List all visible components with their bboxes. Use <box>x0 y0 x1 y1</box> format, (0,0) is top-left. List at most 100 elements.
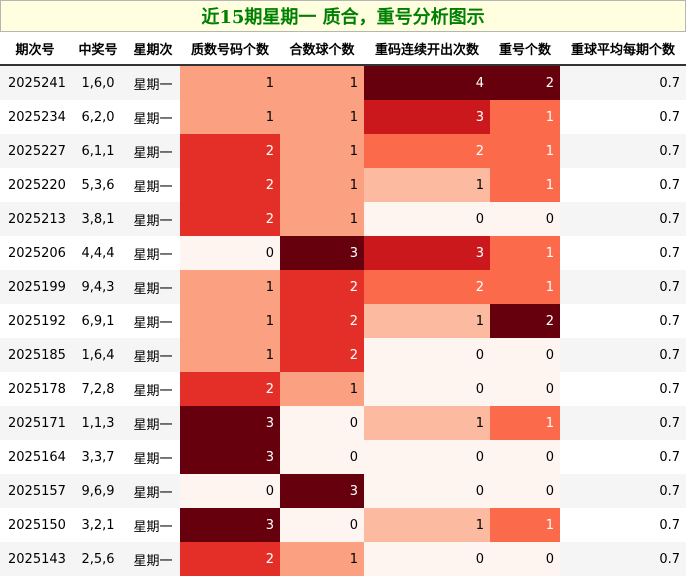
average-cell: 0.7 <box>560 65 686 100</box>
composite-count-cell: 2 <box>280 270 364 304</box>
composite-count-cell: 1 <box>280 202 364 236</box>
repeat-count-cell: 1 <box>490 406 560 440</box>
prime-count-cell: 1 <box>180 100 280 134</box>
repeat-count-cell: 0 <box>490 474 560 508</box>
consecutive-count-cell: 0 <box>364 542 490 576</box>
numbers-cell: 3,8,1 <box>70 202 126 236</box>
table-row: 2025241 1,6,0 星期一 1 1 4 2 0.7 <box>0 65 686 100</box>
table-row: 2025150 3,2,1 星期一 3 0 1 1 0.7 <box>0 508 686 542</box>
issue-cell: 2025213 <box>0 202 70 236</box>
table-row: 2025206 4,4,4 星期一 0 3 3 1 0.7 <box>0 236 686 270</box>
consecutive-count-cell: 0 <box>364 202 490 236</box>
issue-cell: 2025178 <box>0 372 70 406</box>
composite-count-cell: 1 <box>280 542 364 576</box>
numbers-cell: 1,1,3 <box>70 406 126 440</box>
issue-cell: 2025220 <box>0 168 70 202</box>
repeat-count-cell: 1 <box>490 270 560 304</box>
average-cell: 0.7 <box>560 474 686 508</box>
prime-count-cell: 2 <box>180 542 280 576</box>
page-title: 近15期星期一 质合，重号分析图示 <box>0 0 686 32</box>
composite-count-cell: 1 <box>280 372 364 406</box>
column-header: 期次号 <box>0 32 70 66</box>
table-row: 2025178 7,2,8 星期一 2 1 0 0 0.7 <box>0 372 686 406</box>
repeat-count-cell: 1 <box>490 100 560 134</box>
issue-cell: 2025241 <box>0 65 70 100</box>
average-cell: 0.7 <box>560 134 686 168</box>
average-cell: 0.7 <box>560 304 686 338</box>
repeat-count-cell: 1 <box>490 134 560 168</box>
prime-count-cell: 0 <box>180 236 280 270</box>
table-row: 2025171 1,1,3 星期一 3 0 1 1 0.7 <box>0 406 686 440</box>
issue-cell: 2025206 <box>0 236 70 270</box>
weekday-cell: 星期一 <box>126 542 180 576</box>
column-header: 重号个数 <box>490 32 560 66</box>
composite-count-cell: 2 <box>280 304 364 338</box>
column-header: 合数球个数 <box>280 32 364 66</box>
weekday-cell: 星期一 <box>126 338 180 372</box>
consecutive-count-cell: 3 <box>364 236 490 270</box>
repeat-count-cell: 0 <box>490 440 560 474</box>
weekday-cell: 星期一 <box>126 65 180 100</box>
consecutive-count-cell: 2 <box>364 134 490 168</box>
weekday-cell: 星期一 <box>126 304 180 338</box>
numbers-cell: 7,2,8 <box>70 372 126 406</box>
prime-count-cell: 1 <box>180 338 280 372</box>
issue-cell: 2025143 <box>0 542 70 576</box>
consecutive-count-cell: 0 <box>364 474 490 508</box>
composite-count-cell: 1 <box>280 134 364 168</box>
repeat-count-cell: 2 <box>490 65 560 100</box>
repeat-count-cell: 1 <box>490 236 560 270</box>
consecutive-count-cell: 1 <box>364 508 490 542</box>
composite-count-cell: 0 <box>280 406 364 440</box>
numbers-cell: 9,4,3 <box>70 270 126 304</box>
average-cell: 0.7 <box>560 508 686 542</box>
weekday-cell: 星期一 <box>126 168 180 202</box>
numbers-cell: 6,1,1 <box>70 134 126 168</box>
average-cell: 0.7 <box>560 202 686 236</box>
issue-cell: 2025171 <box>0 406 70 440</box>
numbers-cell: 2,5,6 <box>70 542 126 576</box>
table-row: 2025234 6,2,0 星期一 1 1 3 1 0.7 <box>0 100 686 134</box>
weekday-cell: 星期一 <box>126 508 180 542</box>
numbers-cell: 9,6,9 <box>70 474 126 508</box>
table-row: 2025185 1,6,4 星期一 1 2 0 0 0.7 <box>0 338 686 372</box>
numbers-cell: 3,2,1 <box>70 508 126 542</box>
consecutive-count-cell: 1 <box>364 304 490 338</box>
prime-count-cell: 3 <box>180 440 280 474</box>
column-header: 中奖号 <box>70 32 126 66</box>
numbers-cell: 1,6,0 <box>70 65 126 100</box>
weekday-cell: 星期一 <box>126 100 180 134</box>
weekday-cell: 星期一 <box>126 372 180 406</box>
prime-count-cell: 0 <box>180 474 280 508</box>
prime-count-cell: 3 <box>180 406 280 440</box>
repeat-count-cell: 0 <box>490 372 560 406</box>
numbers-cell: 1,6,4 <box>70 338 126 372</box>
weekday-cell: 星期一 <box>126 474 180 508</box>
average-cell: 0.7 <box>560 440 686 474</box>
consecutive-count-cell: 0 <box>364 440 490 474</box>
repeat-count-cell: 1 <box>490 508 560 542</box>
repeat-count-cell: 2 <box>490 304 560 338</box>
prime-count-cell: 1 <box>180 304 280 338</box>
average-cell: 0.7 <box>560 338 686 372</box>
analysis-table: 期次号 中奖号 星期次 质数号码个数 合数球个数 重码连续开出次数 重号个数 重… <box>0 32 686 576</box>
numbers-cell: 3,3,7 <box>70 440 126 474</box>
prime-count-cell: 1 <box>180 270 280 304</box>
weekday-cell: 星期一 <box>126 440 180 474</box>
average-cell: 0.7 <box>560 372 686 406</box>
average-cell: 0.7 <box>560 236 686 270</box>
composite-count-cell: 2 <box>280 338 364 372</box>
consecutive-count-cell: 4 <box>364 65 490 100</box>
prime-count-cell: 3 <box>180 508 280 542</box>
table-row: 2025220 5,3,6 星期一 2 1 1 1 0.7 <box>0 168 686 202</box>
consecutive-count-cell: 2 <box>364 270 490 304</box>
repeat-count-cell: 0 <box>490 202 560 236</box>
column-header: 质数号码个数 <box>180 32 280 66</box>
numbers-cell: 4,4,4 <box>70 236 126 270</box>
composite-count-cell: 3 <box>280 474 364 508</box>
weekday-cell: 星期一 <box>126 270 180 304</box>
weekday-cell: 星期一 <box>126 202 180 236</box>
composite-count-cell: 3 <box>280 236 364 270</box>
table-row: 2025143 2,5,6 星期一 2 1 0 0 0.7 <box>0 542 686 576</box>
numbers-cell: 5,3,6 <box>70 168 126 202</box>
